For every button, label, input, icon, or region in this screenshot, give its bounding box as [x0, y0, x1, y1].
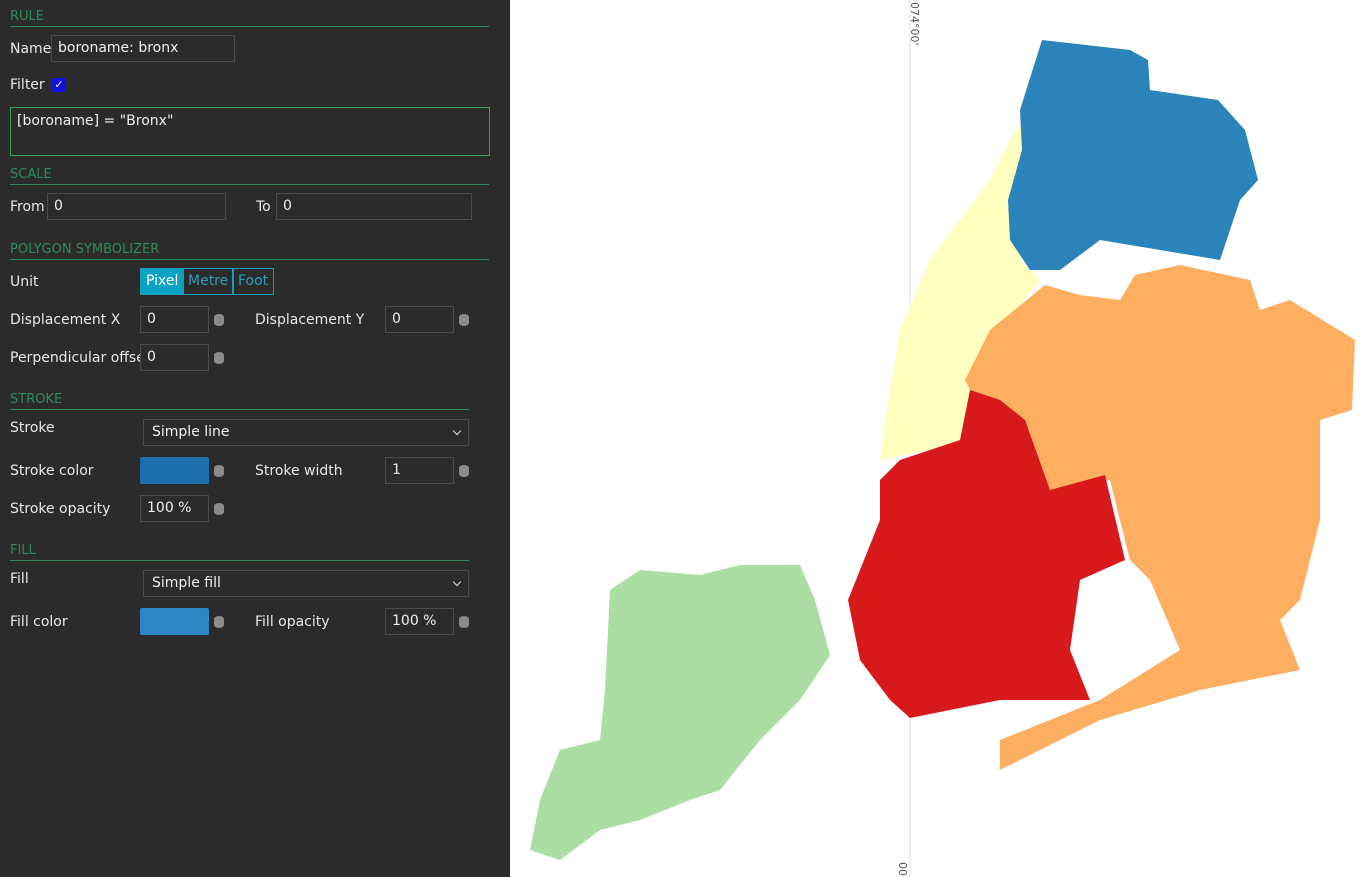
fill-opacity-input[interactable]: 100 %	[385, 608, 454, 635]
label: To	[256, 199, 271, 215]
borough-staten-island	[530, 565, 830, 860]
section-header: POLYGON SYMBOLIZER	[10, 242, 160, 257]
data-defined-icon[interactable]	[459, 314, 469, 326]
divider	[10, 560, 469, 561]
filter-checkbox[interactable]: ✓	[52, 78, 66, 92]
stroke-width-input[interactable]: 1	[385, 457, 454, 484]
coordinate-label: 074°00'	[908, 2, 921, 46]
borough-queens	[965, 265, 1355, 770]
data-defined-icon[interactable]	[214, 352, 224, 364]
section-header: RULE	[10, 9, 45, 24]
coordinate-label: 00	[896, 862, 909, 876]
divider	[10, 26, 489, 27]
label: Stroke width	[255, 463, 343, 479]
fill-color-swatch[interactable]	[140, 608, 209, 635]
section-header: SCALE	[10, 167, 52, 182]
borough-brooklyn	[848, 390, 1125, 718]
label: From	[10, 199, 45, 215]
label: Fill	[10, 571, 29, 587]
displacement-y-input[interactable]: 0	[385, 306, 454, 333]
label: Unit	[10, 274, 39, 290]
unit-button[interactable]: Metre	[182, 268, 235, 295]
divider	[10, 184, 489, 185]
fill-select[interactable]: Simple fill	[143, 570, 469, 597]
label: Fill opacity	[255, 614, 330, 630]
data-defined-icon[interactable]	[459, 616, 469, 628]
label: Filter	[10, 77, 45, 93]
label: Displacement X	[10, 312, 121, 328]
unit-button[interactable]: Foot	[232, 268, 275, 295]
stroke-opacity-input[interactable]: 100 %	[140, 495, 209, 522]
label: Stroke opacity	[10, 501, 111, 517]
stroke-select[interactable]: Simple line	[143, 419, 469, 446]
perpendicular-offset-input[interactable]: 0	[140, 344, 209, 371]
divider	[10, 259, 489, 260]
label: Fill color	[10, 614, 68, 630]
unit-button[interactable]: Pixel	[140, 268, 185, 295]
label: Perpendicular offset	[10, 350, 151, 366]
scale-from-input[interactable]: 0	[47, 193, 226, 220]
style-panel: RULE Name boroname: bronx Filter ✓ [boro…	[0, 0, 510, 877]
data-defined-icon[interactable]	[214, 465, 224, 477]
borough-bronx	[1008, 40, 1258, 270]
data-defined-icon[interactable]	[459, 465, 469, 477]
section-header: STROKE	[10, 392, 63, 407]
label: Displacement Y	[255, 312, 365, 328]
map: 074°00' 00	[530, 0, 1355, 877]
label: Stroke	[10, 420, 55, 436]
scale-to-input[interactable]: 0	[276, 193, 472, 220]
name-input[interactable]: boroname: bronx	[51, 35, 235, 62]
section-header: FILL	[10, 543, 36, 558]
label: Stroke color	[10, 463, 94, 479]
data-defined-icon[interactable]	[214, 616, 224, 628]
label: Name	[10, 41, 52, 57]
stroke-color-swatch[interactable]	[140, 457, 209, 484]
data-defined-icon[interactable]	[214, 314, 224, 326]
divider	[10, 409, 469, 410]
displacement-x-input[interactable]: 0	[140, 306, 209, 333]
borough-manhattan	[880, 115, 1048, 460]
filter-textarea[interactable]: [boroname] = "Bronx"	[10, 107, 490, 156]
data-defined-icon[interactable]	[214, 503, 224, 515]
